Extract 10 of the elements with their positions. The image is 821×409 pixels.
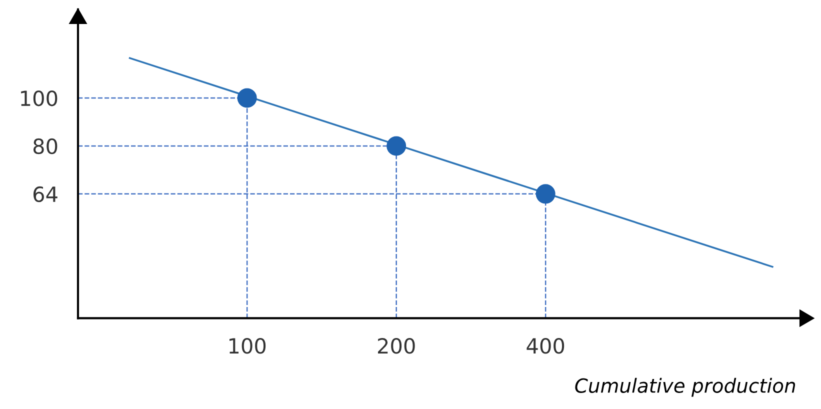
- y-tick-label: 80: [33, 138, 58, 154]
- point: [237, 88, 257, 108]
- y-tick-label: 64: [33, 186, 58, 202]
- y-tick-label: 100: [21, 90, 58, 106]
- point: [386, 136, 406, 156]
- x-axis-title: Cumulative production: [575, 378, 796, 397]
- point: [536, 184, 556, 204]
- x-tick-label: 100: [229, 338, 266, 354]
- x-tick-label: 400: [526, 338, 564, 354]
- x-tick-label: 200: [378, 338, 415, 354]
